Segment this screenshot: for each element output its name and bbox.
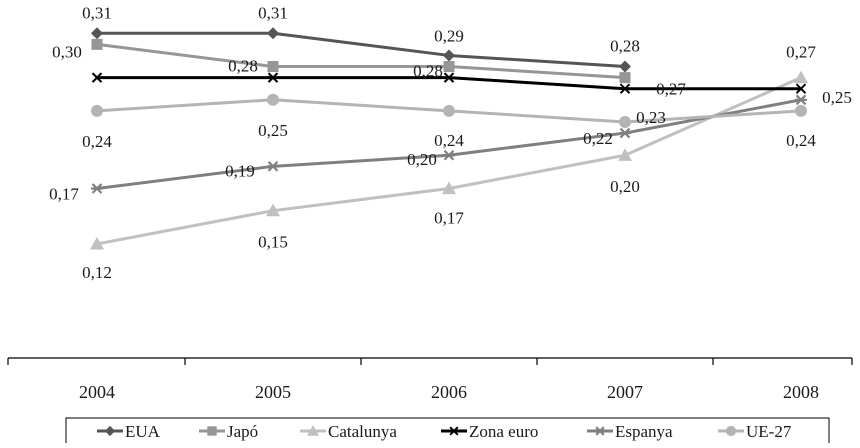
data-label-espanya-2005: 0,19 <box>225 161 255 180</box>
legend-marker-ue-27 <box>725 425 737 437</box>
marker-catalunya-2008 <box>794 70 808 84</box>
marker-zona-euro-2005 <box>267 72 279 83</box>
data-label-ue-27-2008: 0,24 <box>786 131 816 150</box>
data-label-ue-27-2006: 0,24 <box>434 131 464 150</box>
data-label-ue-27-2005: 0,25 <box>258 121 288 140</box>
marker-jap-2007 <box>619 72 631 84</box>
legend-label-jap: Japó <box>227 422 258 441</box>
data-label-jap-2007: 0,27 <box>656 80 686 99</box>
marker-ue-27-2004 <box>91 104 103 117</box>
marker-espanya-2008 <box>795 94 807 106</box>
marker-jap-2004 <box>91 38 103 50</box>
data-label-catalunya-2006: 0,17 <box>434 209 464 228</box>
data-label-catalunya-2005: 0,15 <box>258 233 288 252</box>
marker-zona-euro-2006 <box>443 72 455 83</box>
marker-espanya-2007 <box>619 127 631 139</box>
marker-zona-euro-2007 <box>619 83 631 94</box>
x-tick-label-2006: 2006 <box>431 382 467 402</box>
marker-eua-2006 <box>443 49 455 62</box>
data-label-ue-27-2007: 0,23 <box>636 108 666 127</box>
marker-catalunya-2007 <box>618 148 632 161</box>
marker-jap-2005 <box>267 61 279 73</box>
data-label-eua-2007: 0,28 <box>610 37 640 56</box>
data-label-eua-2004: 0,31 <box>82 3 112 22</box>
legend: EUA Japó Catalunya Zona euro Espanya UE-27 <box>65 417 830 445</box>
data-label-espanya-2008: 0,25 <box>822 88 852 107</box>
data-label-jap-2004: 0,30 <box>52 42 82 61</box>
data-label-jap-2005: 0,28 <box>228 57 258 76</box>
legend-marker-zona-euro <box>449 426 459 436</box>
marker-espanya-2005 <box>267 161 279 172</box>
marker-zona-euro-2004 <box>91 72 103 83</box>
data-labels: 0,31 0,31 0,29 0,28 0,30 0,28 0,28 0,27 0,12 0,15… <box>49 3 852 282</box>
legend-marker-eua <box>104 425 116 437</box>
marker-ue-27-2005 <box>267 93 279 106</box>
legend-label-eua: EUA <box>125 422 161 441</box>
marker-catalunya-2005 <box>266 203 280 217</box>
x-tick-label-2007: 2007 <box>607 382 643 402</box>
data-label-catalunya-2007: 0,20 <box>610 177 640 196</box>
marker-ue-27-2006 <box>443 104 455 117</box>
marker-ue-27-2008 <box>795 104 807 117</box>
data-label-eua-2005: 0,31 <box>258 3 288 22</box>
legend-marker-jap <box>207 426 217 436</box>
marker-ue-27-2007 <box>619 115 631 128</box>
marker-catalunya-2004 <box>90 236 104 250</box>
line-zona-euro <box>97 76 801 91</box>
legend-marker-catalunya <box>307 425 319 436</box>
data-label-catalunya-2004: 0,12 <box>82 263 112 282</box>
marker-espanya-2006 <box>443 149 455 161</box>
data-label-catalunya-2008: 0,27 <box>786 43 816 62</box>
marker-espanya-2004 <box>91 183 103 194</box>
line-eua <box>97 31 626 69</box>
line-jap <box>96 42 626 80</box>
legend-label-catalunya: Catalunya <box>328 422 397 441</box>
marker-jap-2006 <box>443 61 455 73</box>
data-label-eua-2006: 0,29 <box>434 26 464 45</box>
series-markers <box>90 27 808 250</box>
x-tick-label-2005: 2005 <box>255 382 291 402</box>
data-label-jap-2006: 0,28 <box>413 62 443 81</box>
marker-catalunya-2006 <box>442 181 456 195</box>
legend-marker-espanya <box>594 426 606 436</box>
marker-eua-2004 <box>91 27 103 40</box>
marker-eua-2007 <box>619 60 631 73</box>
data-label-espanya-2004: 0,17 <box>49 185 79 204</box>
legend-label-espanya: Espanya <box>615 422 673 441</box>
data-label-espanya-2007: 0,22 <box>583 129 613 148</box>
legend-label-ue-27: UE-27 <box>746 422 792 441</box>
x-axis: 2004 2005 2006 2007 2008 <box>7 357 853 402</box>
x-tick-label-2008: 2008 <box>783 382 819 402</box>
x-tick-label-2004: 2004 <box>79 382 115 402</box>
marker-eua-2005 <box>267 27 279 40</box>
data-label-ue-27-2004: 0,24 <box>82 132 112 151</box>
legend-label-zona-euro: Zona euro <box>469 422 538 441</box>
marker-zona-euro-2008 <box>795 83 807 94</box>
data-label-espanya-2006: 0,20 <box>407 150 437 169</box>
